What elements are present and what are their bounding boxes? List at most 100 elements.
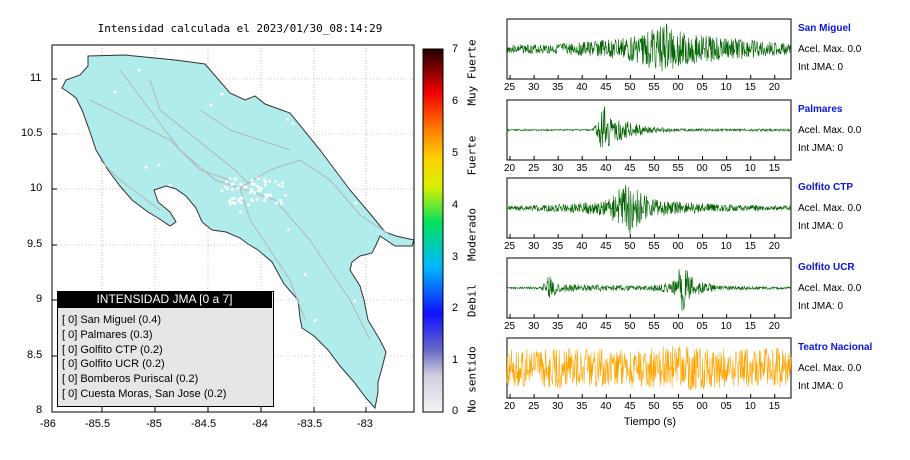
station-dot: [239, 182, 243, 186]
waveform-tick-label: 40: [576, 321, 588, 332]
station-dot: [246, 203, 250, 207]
station-dot: [223, 185, 227, 189]
waveform-tick-label: 50: [648, 401, 660, 412]
station-dot: [274, 180, 278, 184]
waveform-tick-label: 20: [504, 163, 516, 174]
waveform-tick-label: 05: [696, 82, 708, 93]
map-ytick: 11: [30, 72, 42, 84]
waveform-tick-label: 15: [744, 241, 756, 252]
station-dot: [263, 183, 267, 187]
station-dot: [239, 196, 243, 200]
station-dot: [250, 187, 254, 191]
waveform-tick-label: 30: [528, 241, 540, 252]
station-dot: [233, 177, 237, 181]
station-dot: [224, 180, 228, 184]
station-dot: [268, 193, 272, 197]
station-dot: [291, 122, 295, 126]
colorbar-tick: 3: [452, 251, 459, 263]
colorbar-tick: 5: [452, 147, 459, 159]
station-dot: [256, 177, 260, 181]
waveform-trace: [506, 185, 792, 234]
station-dot: [157, 163, 161, 167]
waveform-tick-label: 20: [768, 321, 780, 332]
waveform-tick-label: 05: [696, 241, 708, 252]
station-dot: [313, 318, 317, 322]
waveform-tick-label: 40: [600, 163, 612, 174]
waveform-tick-label: 35: [576, 401, 588, 412]
map-ytick: 8: [36, 404, 43, 416]
waveform-tick-label: 30: [552, 401, 564, 412]
waveform-tick-label: 10: [720, 82, 732, 93]
waveform-tick-label: 30: [528, 321, 540, 332]
station-dot: [231, 201, 235, 205]
station-dot: [279, 201, 283, 205]
waveform-tick-label: 00: [672, 241, 684, 252]
waveform-tick-label: 00: [696, 163, 708, 174]
waveform-tick-label: 05: [720, 401, 732, 412]
station-dot: [284, 193, 288, 197]
map-ytick: 9.5: [27, 238, 43, 250]
map-xtick: -85: [146, 418, 162, 430]
waveform-tick-label: 25: [528, 163, 540, 174]
station-dot: [242, 185, 246, 189]
waveform-tick-label: 35: [552, 321, 564, 332]
station-dot: [239, 201, 243, 205]
waveform-tick-label: 55: [648, 82, 660, 93]
legend-row: [ 0] Palmares (0.3): [62, 329, 153, 341]
road-network: [89, 69, 391, 341]
waveform-tick-label: 10: [744, 163, 756, 174]
waveform-tick-label: 20: [768, 82, 780, 93]
map-xtick: -84: [252, 418, 268, 430]
station-name: Golfito CTP: [798, 182, 853, 193]
station-dot: [250, 199, 254, 203]
waveform-tick-label: 30: [552, 163, 564, 174]
station-dot: [258, 188, 262, 192]
station-dot: [286, 117, 290, 121]
station-info: Int JMA: 0: [798, 381, 844, 392]
colorbar-tick: 2: [452, 302, 459, 314]
station-info: Acel. Max. 0.0: [798, 363, 862, 374]
legend-row: [ 0] Cuesta Moras, San Jose (0.2): [62, 388, 227, 400]
station-dot: [280, 184, 284, 188]
waveform-tick-label: 50: [624, 321, 636, 332]
waveform-tick-label: 20: [768, 241, 780, 252]
waveform-tick-label: 00: [672, 82, 684, 93]
station-info: Acel. Max. 0.0: [798, 125, 862, 136]
station-dot: [239, 210, 243, 214]
waveform-tick-label: 10: [720, 321, 732, 332]
station-dot: [251, 182, 255, 186]
colorbar-tick: 0: [452, 405, 459, 417]
waveform-trace: [507, 269, 792, 311]
station-markers: [113, 68, 358, 322]
waveform-trace: [506, 23, 792, 72]
map-xtick: -86: [40, 418, 56, 430]
legend-header: INTENSIDAD JMA [0 a 7]: [57, 291, 272, 308]
legend-row: [ 0] Golfito CTP (0.2): [62, 344, 163, 356]
station-dot: [228, 202, 232, 206]
waveform-tick-label: 55: [648, 241, 660, 252]
map-xtick: -83: [357, 418, 373, 430]
waveform-tick-label: 40: [576, 241, 588, 252]
station-info: Int JMA: 0: [798, 221, 844, 232]
waveform-trace: [506, 106, 792, 148]
station-dot: [250, 178, 254, 182]
colorbar-tick: 1: [452, 354, 459, 366]
station-dot: [220, 92, 224, 96]
waveform-tick-label: 00: [696, 401, 708, 412]
colorbar-tick: 7: [452, 43, 459, 55]
waveform-tick-label: 15: [744, 321, 756, 332]
waveform-tick-label: 35: [552, 241, 564, 252]
waveform-tick-label: 15: [768, 163, 780, 174]
station-dot: [277, 183, 281, 187]
legend-row: [ 0] Bomberos Puriscal (0.2): [62, 373, 199, 385]
station-dot: [268, 179, 272, 183]
waveform-tick-label: 15: [768, 401, 780, 412]
map-ytick: 10: [30, 182, 43, 194]
station-dot: [226, 187, 230, 191]
station-dot: [354, 201, 358, 205]
station-dot: [236, 186, 240, 190]
station-dot: [263, 199, 267, 203]
waveform-tick-label: 05: [720, 163, 732, 174]
station-dot: [265, 194, 269, 198]
waveform-tick-label: 45: [624, 163, 636, 174]
